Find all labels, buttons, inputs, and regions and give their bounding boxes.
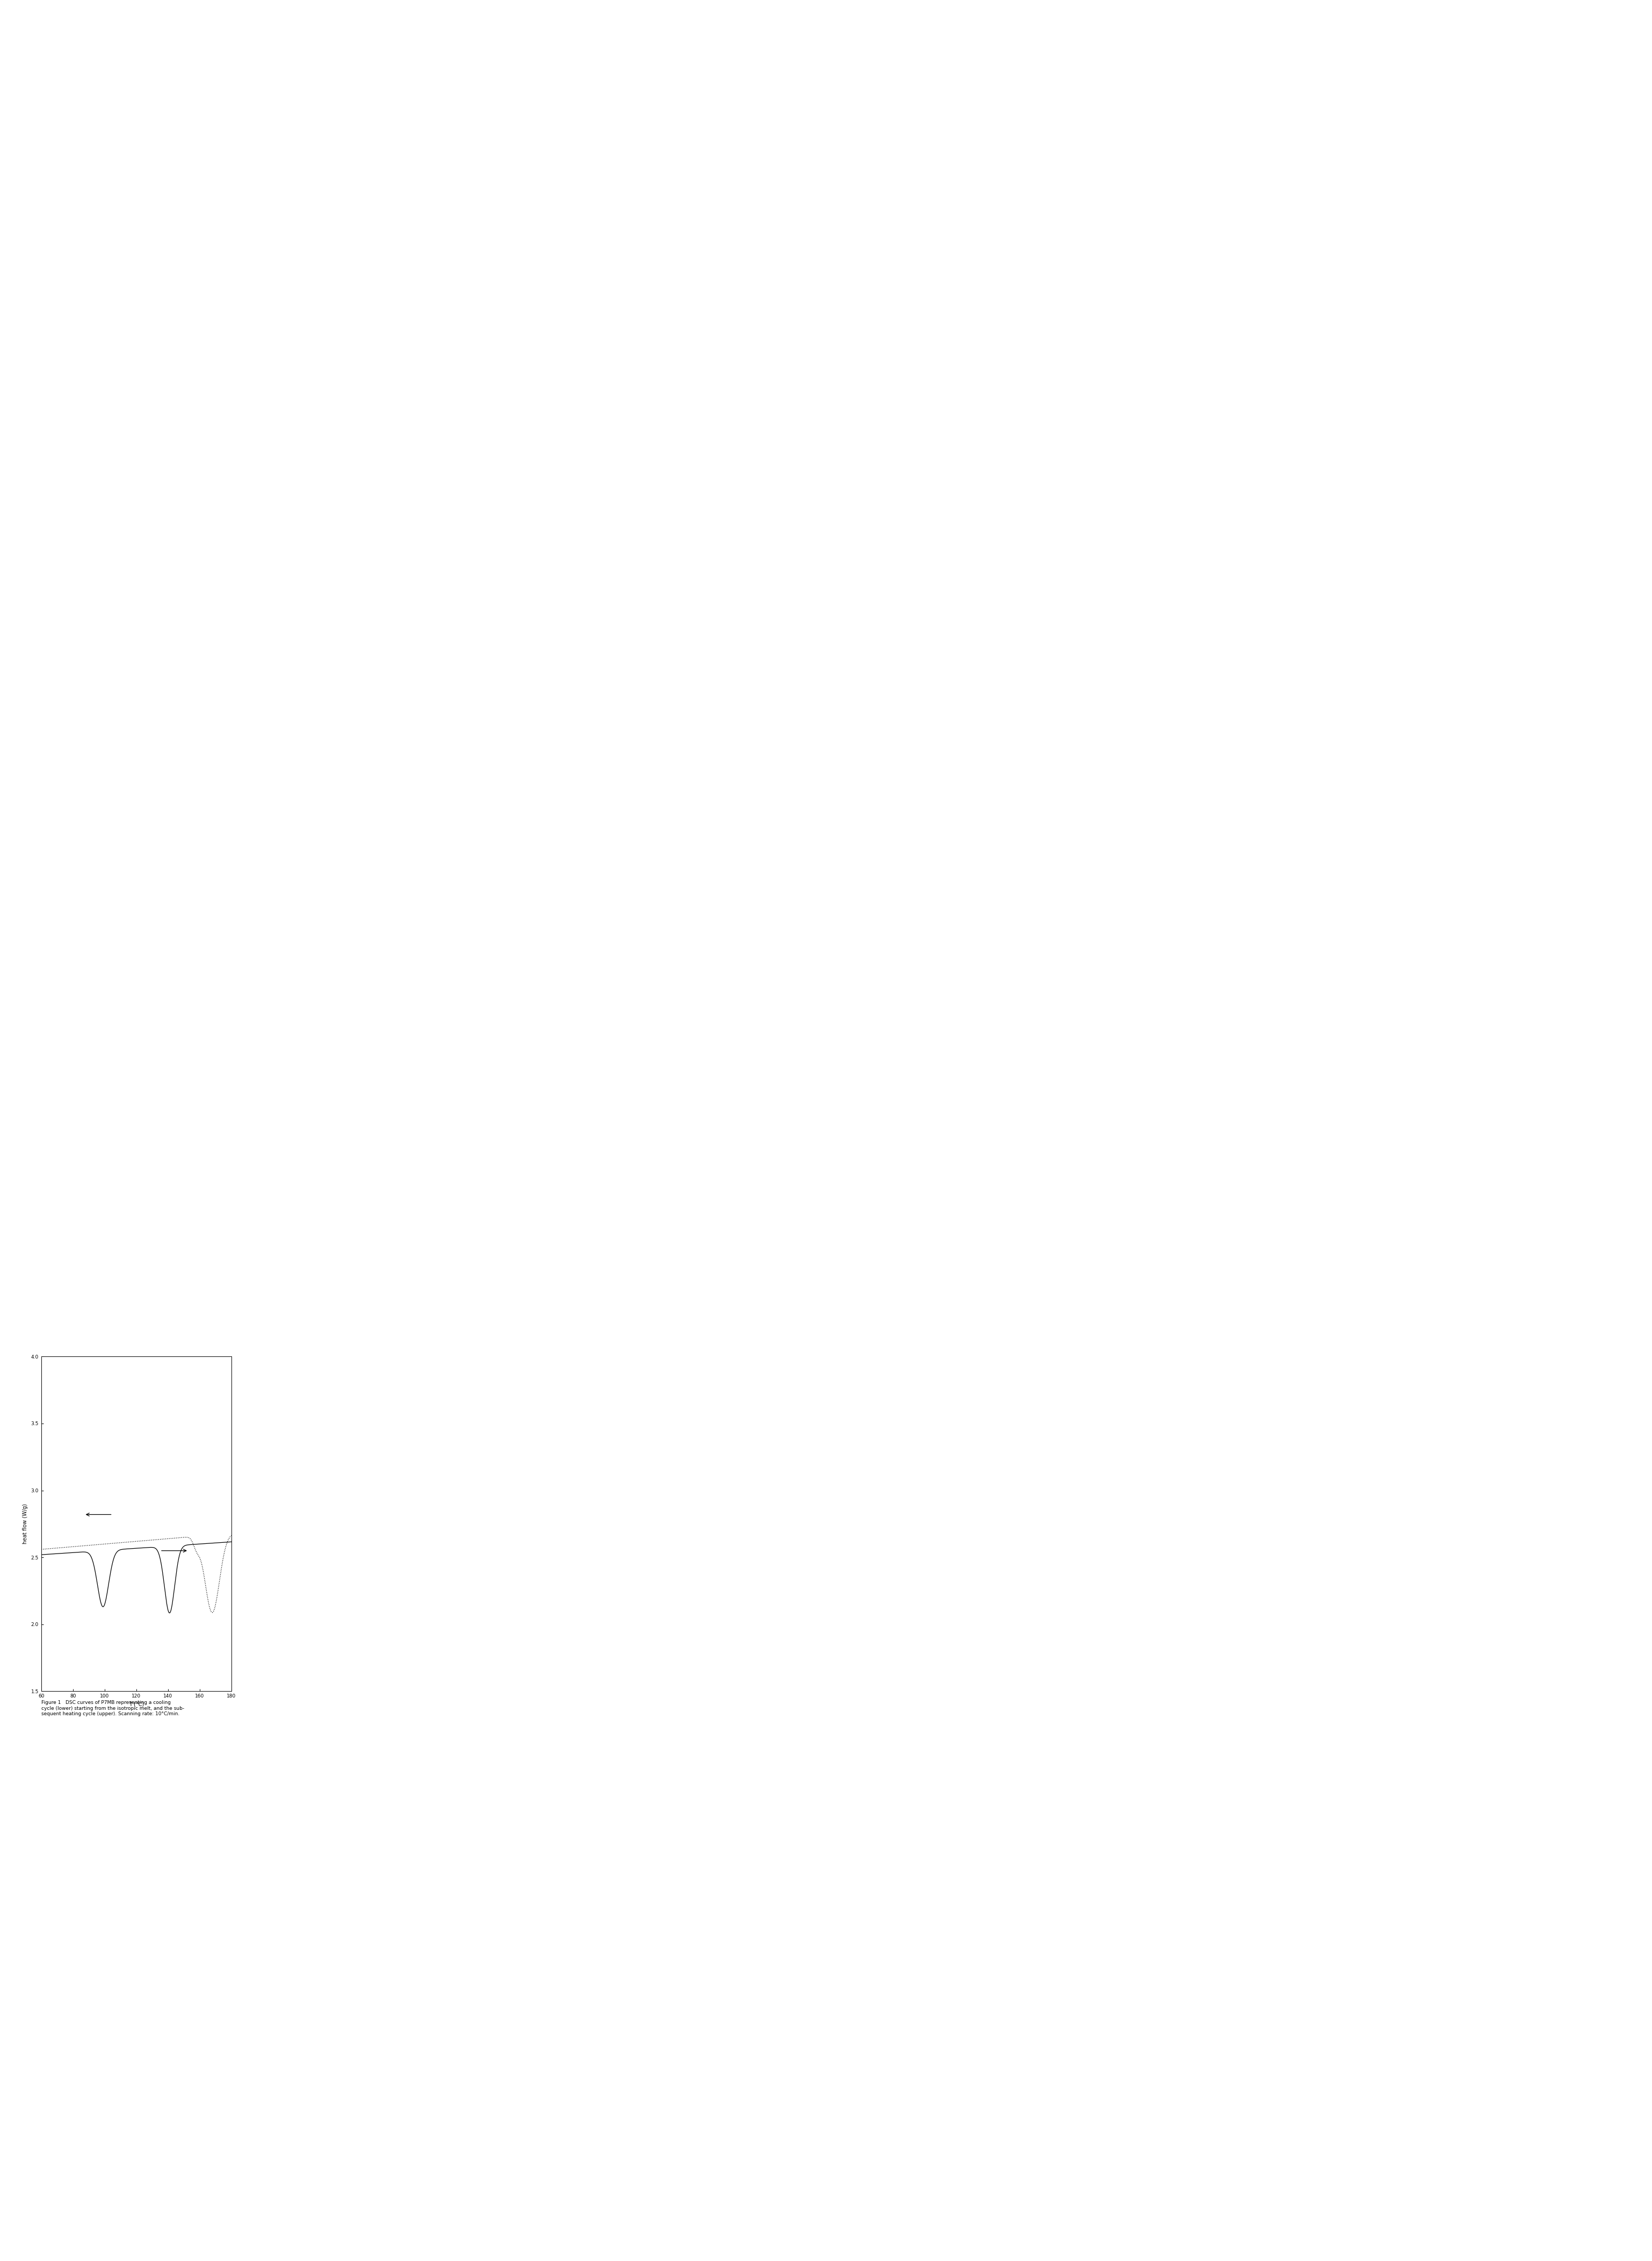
Y-axis label: heat flow (W/g): heat flow (W/g) xyxy=(23,1504,28,1544)
X-axis label: T (°C): T (°C) xyxy=(129,1703,144,1707)
Text: Figure 1   DSC curves of P7MB representing a cooling
cycle (lower) starting from: Figure 1 DSC curves of P7MB representing… xyxy=(41,1700,185,1716)
